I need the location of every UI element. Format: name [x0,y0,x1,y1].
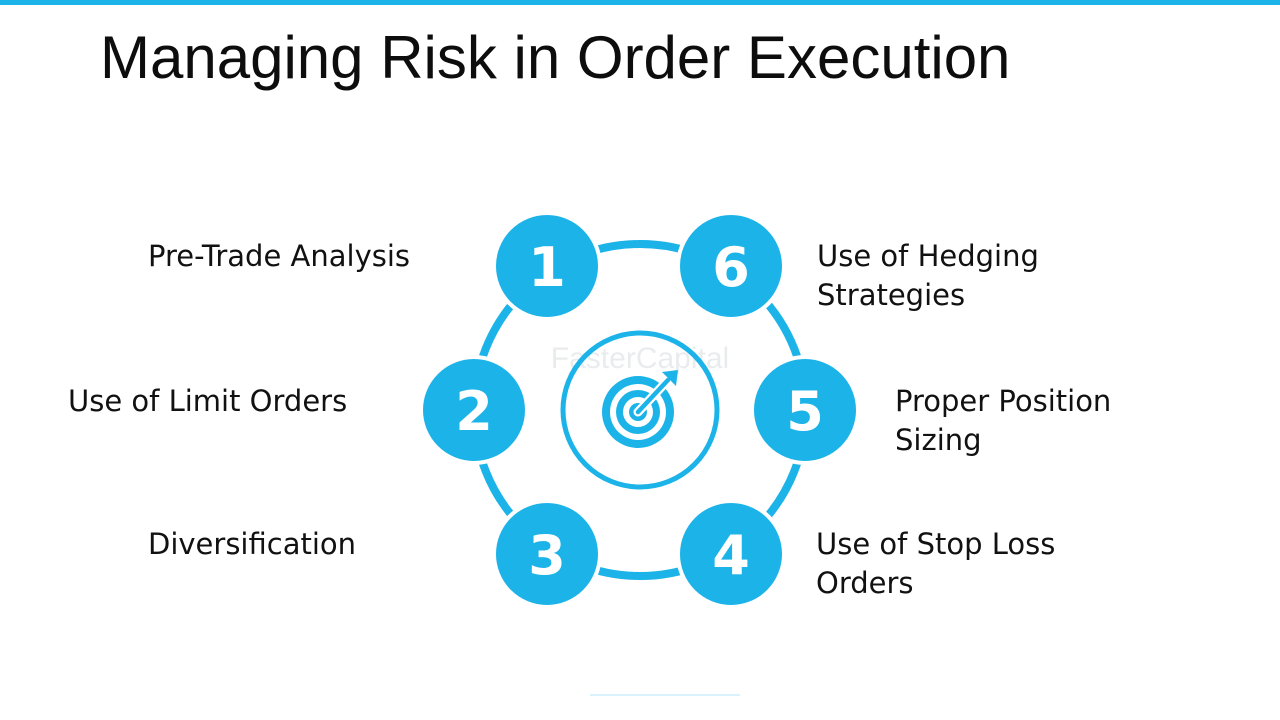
target-arrow-icon [602,370,678,448]
step-number: 6 [712,236,750,299]
step-node-3: 3 [494,501,600,607]
step-number: 1 [528,236,566,299]
step-node-5: 5 [752,357,858,463]
step-label-3: Diversification [148,525,448,564]
step-number: 2 [455,380,493,443]
step-label-5: Proper Position Sizing [895,382,1145,460]
step-label-4: Use of Stop Loss Orders [816,525,1086,603]
step-number: 5 [786,380,824,443]
step-node-1: 1 [494,213,600,319]
watermark-text: FasterCapital [551,342,729,375]
step-label-2: Use of Limit Orders [68,382,388,421]
footer-divider [590,694,740,696]
step-label-1: Pre-Trade Analysis [148,237,448,276]
step-number: 3 [528,524,566,587]
step-node-6: 6 [678,213,784,319]
step-node-2: 2 [421,357,527,463]
step-label-6: Use of Hedging Strategies [817,237,1067,315]
step-number: 4 [712,524,750,587]
step-node-4: 4 [678,501,784,607]
